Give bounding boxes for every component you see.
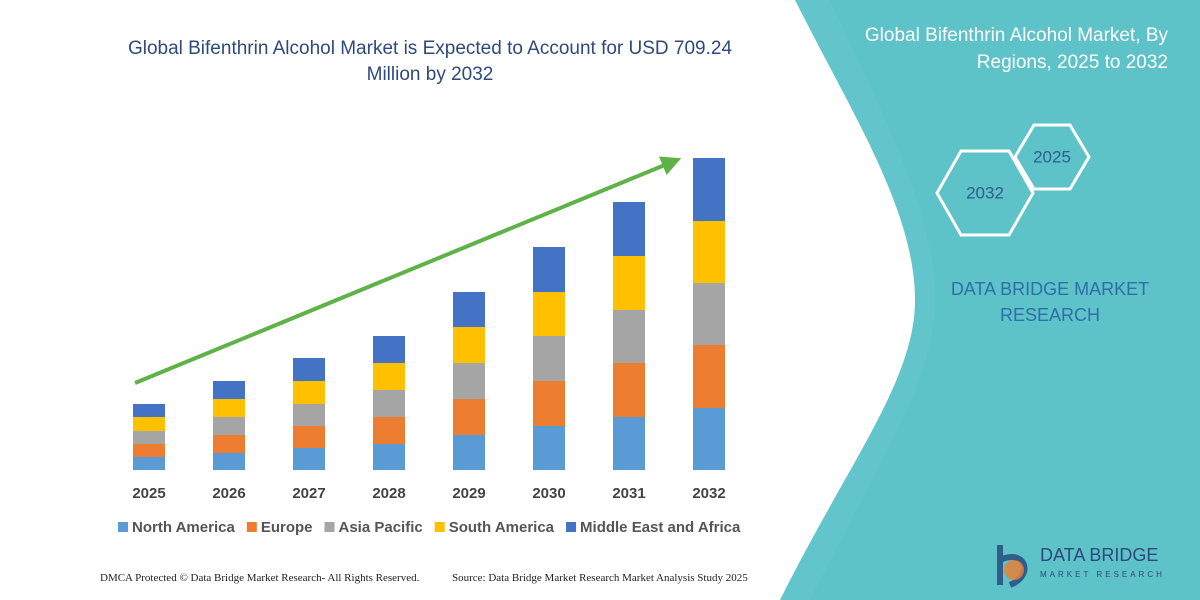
bar-segment xyxy=(533,247,565,292)
chart-title: Global Bifenthrin Alcohol Market is Expe… xyxy=(127,38,733,85)
x-tick-label: 2027 xyxy=(292,485,325,502)
bar-segment xyxy=(293,404,325,426)
legend-label: Middle East and Africa xyxy=(580,519,741,536)
bar-segment xyxy=(373,336,405,363)
bar-segment xyxy=(133,404,165,417)
legend-swatch xyxy=(246,522,257,532)
legend-swatch xyxy=(118,522,128,532)
legend-label: South America xyxy=(449,519,555,536)
bar-segment xyxy=(213,453,245,470)
legend-swatch xyxy=(434,522,445,532)
hexagon-label: 2025 xyxy=(1033,147,1071,166)
hexagon-label: 2032 xyxy=(966,183,1004,202)
hexagon xyxy=(1013,123,1091,191)
bar-segment xyxy=(133,457,165,470)
bar-segment xyxy=(293,358,325,381)
bar-segment xyxy=(293,448,325,470)
bar-segment xyxy=(693,283,725,345)
bar-segment xyxy=(693,158,725,221)
bar-segment xyxy=(453,327,485,363)
bar-segment xyxy=(213,381,245,399)
bar-segment xyxy=(613,202,645,256)
x-tick-label: 2025 xyxy=(132,485,165,502)
x-tick-label: 2026 xyxy=(212,485,245,502)
bar-segment xyxy=(613,363,645,417)
bar-segment xyxy=(693,345,725,408)
bar-segment xyxy=(373,363,405,390)
bar-segment xyxy=(533,336,565,381)
legend-swatch xyxy=(324,522,335,532)
bar-segment xyxy=(373,444,405,470)
bar-segment xyxy=(213,399,245,417)
bar-segment xyxy=(533,381,565,426)
bar-segment xyxy=(373,417,405,444)
logo-icon xyxy=(1004,560,1024,580)
bar-segment xyxy=(453,292,485,327)
brand-text: DATA BRIDGE MARKET RESEARCH xyxy=(950,279,1150,325)
panel-title: Global Bifenthrin Alcohol Market, By Reg… xyxy=(864,25,1168,73)
bar-segment xyxy=(613,417,645,470)
x-tick-label: 2030 xyxy=(532,485,565,502)
bar-segment xyxy=(453,435,485,470)
bar-segment xyxy=(533,292,565,336)
logo-tagline: MARKET RESEARCH xyxy=(1040,570,1165,579)
x-tick-label: 2029 xyxy=(452,485,485,502)
bar-segment xyxy=(613,310,645,363)
bar-segment xyxy=(133,431,165,444)
bar-segment xyxy=(693,221,725,283)
bar-segment xyxy=(133,417,165,431)
x-tick-label: 2028 xyxy=(372,485,405,502)
bar-segment xyxy=(453,363,485,399)
copyright: DMCA Protected © Data Bridge Market Rese… xyxy=(100,572,420,584)
bar-segment xyxy=(693,408,725,470)
teal-band xyxy=(810,0,1200,600)
legend-swatch xyxy=(566,522,577,532)
legend-label: Asia Pacific xyxy=(339,519,423,536)
bar-segment xyxy=(293,381,325,404)
hexagon xyxy=(935,149,1035,237)
bar-segment xyxy=(453,399,485,435)
trend-arrow xyxy=(134,156,682,385)
bar-segment xyxy=(133,444,165,457)
bar-segment xyxy=(213,417,245,435)
legend-label: North America xyxy=(132,519,235,536)
source: Source: Data Bridge Market Research Mark… xyxy=(452,572,748,584)
legend-label: Europe xyxy=(261,519,313,536)
bar-segment xyxy=(613,256,645,310)
bar-segment xyxy=(373,390,405,417)
logo-icon xyxy=(997,545,1028,588)
x-tick-label: 2032 xyxy=(692,485,725,502)
logo-name: DATA BRIDGE xyxy=(1040,545,1158,565)
x-tick-label: 2031 xyxy=(612,485,645,502)
bar-segment xyxy=(213,435,245,453)
bar-segment xyxy=(533,426,565,470)
bar-segment xyxy=(293,426,325,448)
